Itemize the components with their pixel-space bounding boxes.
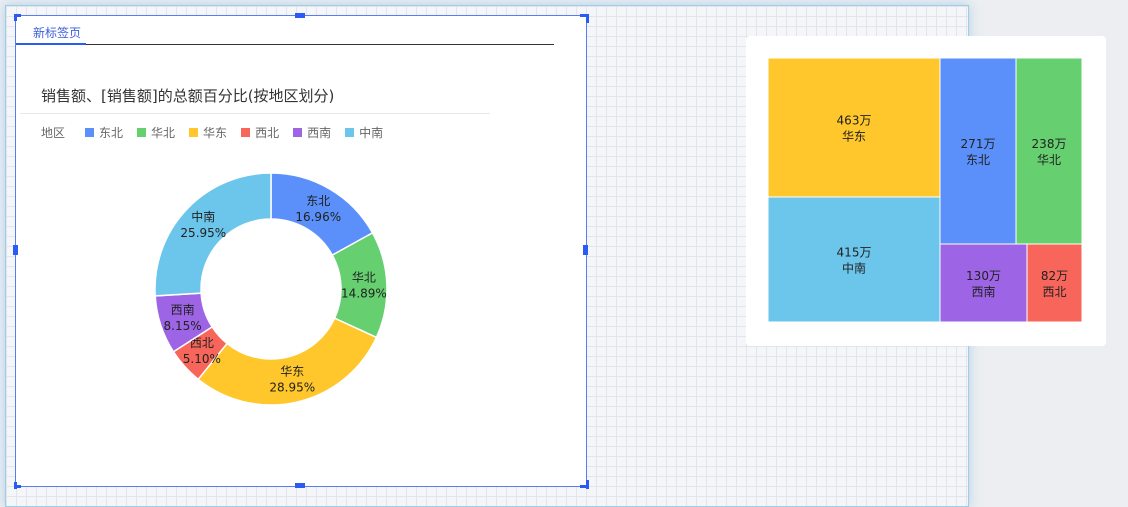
slice-category-label: 西南 (171, 302, 195, 317)
legend-item[interactable]: 中南 (345, 124, 383, 141)
title-divider (20, 113, 490, 114)
resize-handle-tr[interactable] (580, 14, 589, 17)
legend-label: 华东 (203, 126, 228, 140)
legend-item[interactable]: 华东 (189, 124, 227, 141)
resize-handle-tl-v[interactable] (14, 14, 17, 21)
treemap-value-label: 271万 (961, 137, 996, 151)
legend-title: 地区 (41, 126, 66, 140)
treemap-value-label: 415万 (837, 246, 872, 260)
legend-item[interactable]: 华北 (137, 124, 175, 141)
treemap-category-label: 东北 (966, 153, 990, 167)
resize-handle-right[interactable] (583, 245, 588, 255)
treemap-cell-华北[interactable] (1015, 58, 1082, 245)
slice-percent-label: 14.89% (341, 287, 387, 301)
legend-label: 东北 (99, 126, 124, 140)
active-tab-indicator (16, 43, 86, 45)
treemap-cell-中南[interactable] (768, 196, 941, 322)
slice-category-label: 中南 (191, 209, 215, 224)
slice-category-label: 华东 (280, 365, 304, 379)
legend-swatch (345, 128, 355, 137)
legend-swatch (189, 128, 199, 137)
slice-category-label: 西北 (190, 336, 214, 350)
treemap-cell-东北[interactable] (939, 58, 1017, 245)
resize-handle-left[interactable] (13, 245, 18, 255)
slice-percent-label: 25.95% (180, 226, 226, 240)
treemap-cell-华东[interactable] (768, 58, 941, 198)
donut-slice-华东[interactable] (197, 317, 378, 406)
treemap-cell-西南[interactable] (939, 243, 1028, 322)
legend-label: 中南 (359, 126, 384, 140)
resize-handle-tl[interactable] (14, 14, 21, 17)
legend-swatch (293, 128, 303, 137)
legend-swatch (137, 128, 147, 137)
treemap-value-label: 82万 (1041, 269, 1068, 283)
resize-handle-br[interactable] (586, 480, 589, 489)
tab-new[interactable]: 新标签页 (32, 26, 81, 40)
resize-handle-bl-h[interactable] (14, 485, 21, 488)
treemap-category-label: 西南 (971, 284, 995, 299)
resize-handle-tr-v[interactable] (586, 14, 589, 23)
slice-percent-label: 16.96% (295, 210, 341, 224)
slice-percent-label: 28.95% (269, 381, 315, 395)
legend-label: 西南 (307, 126, 332, 140)
legend-swatch (85, 128, 95, 137)
treemap-category-label: 华东 (842, 130, 866, 144)
treemap-category-label: 华北 (1037, 153, 1061, 167)
legend-item[interactable]: 西北 (241, 124, 279, 141)
resize-handle-br-h[interactable] (580, 485, 589, 488)
treemap-category-label: 中南 (842, 261, 866, 276)
slice-category-label: 华北 (352, 271, 376, 285)
donut-slice-中南[interactable] (154, 172, 272, 297)
slice-category-label: 东北 (306, 194, 330, 208)
treemap-cell-西北[interactable] (1026, 243, 1082, 322)
legend-label: 华北 (151, 126, 176, 140)
treemap-category-label: 西北 (1042, 285, 1066, 299)
slice-percent-label: 5.10% (183, 352, 221, 366)
donut-chart: 东北 16.96% 华北 14.89% 华东 28.95% 西北 5.10% 西南 8.15% 中南… (154, 172, 388, 406)
treemap-value-label: 238万 (1032, 137, 1067, 151)
legend: 地区 东北 华北 华东 西北 西南 中南 (41, 124, 383, 141)
legend-item[interactable]: 西南 (293, 124, 331, 141)
legend-label: 西北 (255, 126, 280, 140)
resize-handle-bottom[interactable] (295, 483, 305, 488)
chart-title: 销售额、[销售额]的总额百分比(按地区划分) (41, 87, 335, 105)
treemap-value-label: 130万 (966, 269, 1001, 283)
tab-bar-divider (16, 44, 554, 45)
legend-item[interactable]: 东北 (85, 124, 123, 141)
treemap-value-label: 463万 (837, 114, 872, 128)
slice-percent-label: 8.15% (164, 319, 202, 333)
legend-swatch (241, 128, 251, 137)
resize-handle-top[interactable] (295, 13, 305, 18)
